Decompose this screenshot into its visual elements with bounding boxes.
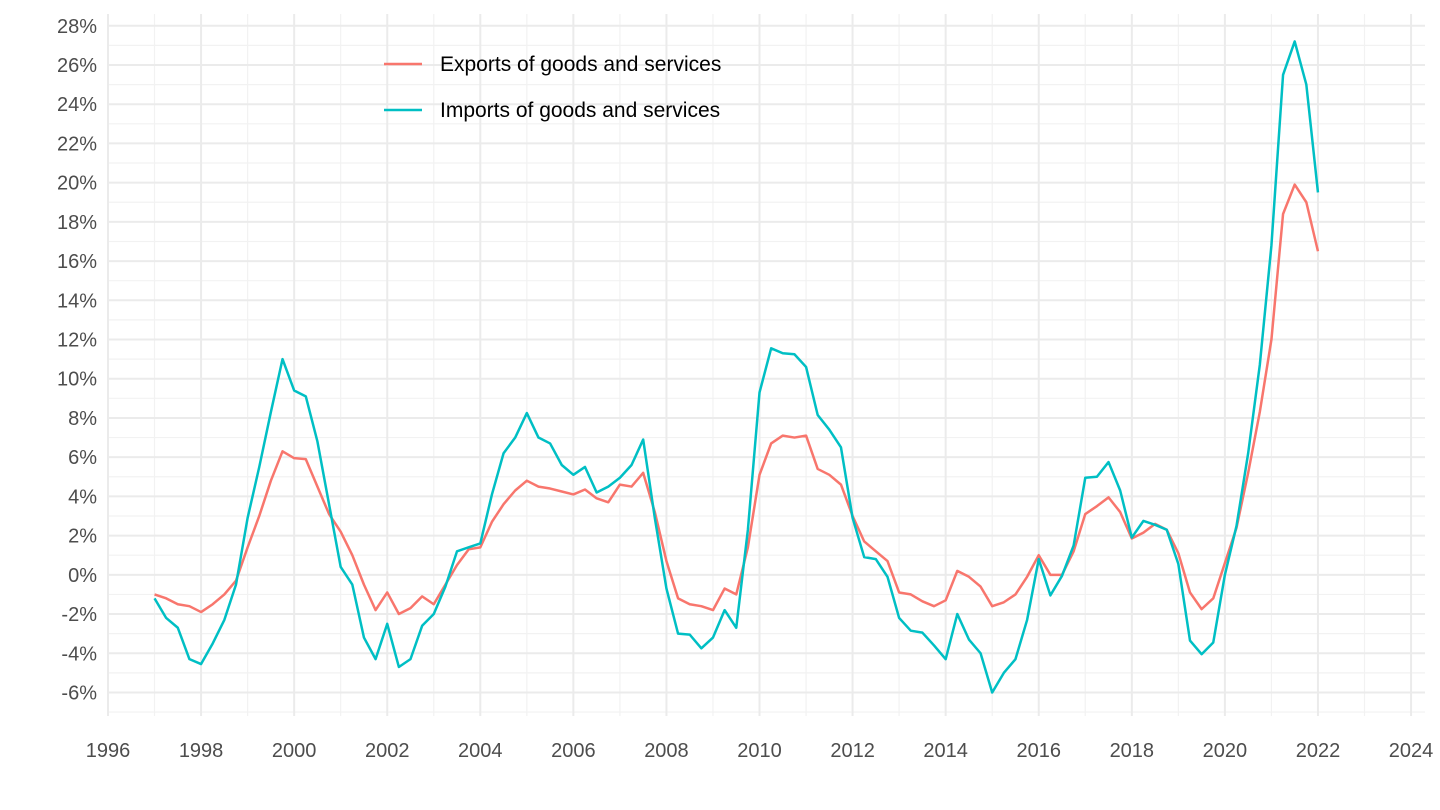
x-tick-label: 2024 [1389,740,1434,762]
x-tick-label: 2018 [1110,740,1155,762]
x-tick-label: 1998 [179,740,224,762]
x-tick-label: 2002 [365,740,410,762]
x-tick-label: 2020 [1203,740,1248,762]
x-tick-label: 2006 [551,740,596,762]
y-tick-label: 14% [57,290,97,312]
x-tick-label: 1996 [86,740,131,762]
x-tick-label: 2004 [458,740,503,762]
x-tick-label: 2000 [272,740,317,762]
y-tick-label: 24% [57,94,97,116]
y-tick-label: 4% [68,486,97,508]
y-tick-label: -4% [61,643,97,665]
y-tick-label: 18% [57,212,97,234]
y-tick-label: 12% [57,330,97,352]
x-tick-label: 2022 [1296,740,1341,762]
y-tick-label: 10% [57,369,97,391]
y-tick-label: -2% [61,604,97,626]
y-tick-label: 28% [57,16,97,38]
x-tick-label: 2014 [923,740,968,762]
x-tick-label: 2012 [830,740,875,762]
y-tick-label: 20% [57,173,97,195]
y-tick-label: 2% [68,526,97,548]
x-axis: 1996 1998 2000 2002 2004 2006 2008 2010 2012 2014… [86,740,1434,762]
y-tick-label: 0% [68,565,97,587]
x-tick-label: 2016 [1016,740,1061,762]
y-tick-label: 6% [68,447,97,469]
y-tick-label: 26% [57,55,97,77]
x-tick-label: 2008 [644,740,689,762]
legend-label-imports: Imports of goods and services [440,99,720,122]
y-tick-label: 22% [57,133,97,155]
line-chart: -6% -4% -2% 0% 2% 4% 6% 8% 10% 12% 14% 16% 18% 20% 22%… [0,0,1440,810]
x-tick-label: 2010 [737,740,782,762]
y-tick-label: 8% [68,408,97,430]
y-tick-label: -6% [61,682,97,704]
legend-label-exports: Exports of goods and services [440,53,721,76]
y-tick-label: 16% [57,251,97,273]
